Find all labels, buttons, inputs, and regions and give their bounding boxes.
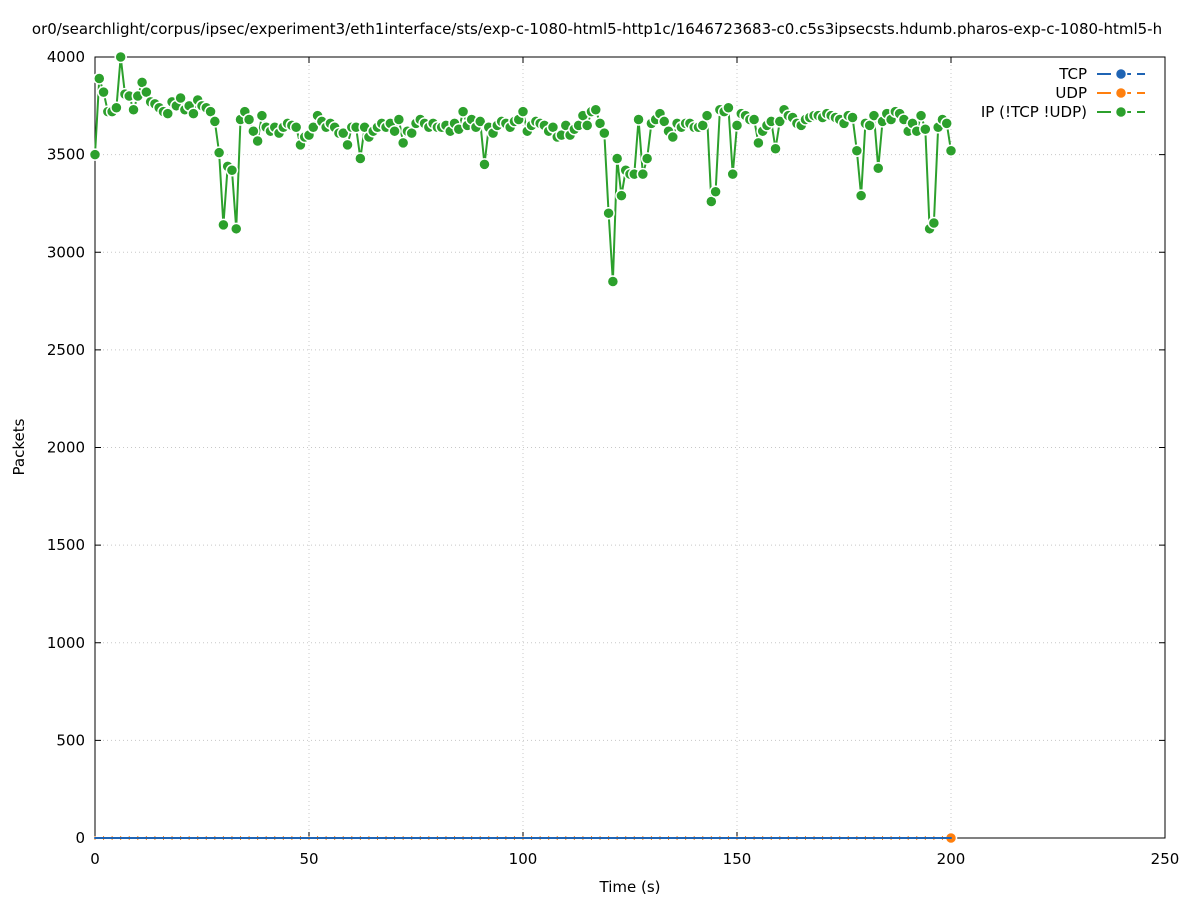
data-point bbox=[752, 136, 765, 150]
data-point bbox=[225, 163, 239, 177]
axis-ticks: 0 50 100 150 200 2500500100015002000250030003… bbox=[47, 48, 1180, 868]
data-point bbox=[478, 158, 491, 171]
data-point bbox=[871, 162, 885, 175]
data-point bbox=[850, 144, 864, 157]
x-tick-label: 0 bbox=[90, 850, 100, 868]
data-point bbox=[97, 85, 110, 99]
x-tick-label: 150 bbox=[723, 850, 752, 868]
x-tick-label: 200 bbox=[937, 850, 966, 868]
chart-title: or0/searchlight/corpus/ipsec/experiment3… bbox=[32, 20, 1162, 38]
data-point bbox=[615, 189, 628, 202]
data-point bbox=[914, 109, 928, 122]
data-point bbox=[927, 216, 941, 230]
y-tick-label: 3500 bbox=[47, 146, 85, 164]
data-point bbox=[392, 113, 406, 126]
y-tick-label: 0 bbox=[75, 829, 85, 847]
y-tick-label: 3000 bbox=[47, 243, 85, 261]
y-tick-label: 4000 bbox=[47, 48, 85, 66]
x-tick-label: 50 bbox=[299, 850, 318, 868]
data-point bbox=[114, 50, 127, 64]
data-point bbox=[944, 144, 958, 157]
data-point bbox=[212, 146, 226, 159]
data-point bbox=[208, 115, 222, 128]
series-ip-tcp-udp bbox=[88, 50, 958, 288]
data-point bbox=[769, 142, 782, 156]
data-point bbox=[700, 109, 714, 122]
data-point bbox=[341, 138, 354, 152]
data-point bbox=[242, 113, 256, 126]
data-point bbox=[307, 121, 320, 134]
y-tick-label: 2000 bbox=[47, 439, 85, 457]
legend-entry: TCP bbox=[1058, 65, 1145, 83]
data-point bbox=[846, 111, 859, 124]
data-point bbox=[255, 109, 269, 122]
data-point bbox=[516, 105, 530, 118]
legend-marker bbox=[1114, 67, 1128, 81]
x-tick-label: 100 bbox=[509, 850, 538, 868]
data-point bbox=[473, 115, 487, 128]
data-point bbox=[854, 189, 868, 202]
data-point bbox=[636, 167, 650, 181]
data-point bbox=[722, 101, 735, 115]
data-point bbox=[396, 136, 410, 150]
y-tick-label: 2500 bbox=[47, 341, 85, 359]
data-point bbox=[640, 152, 654, 165]
legend-entry: IP (!TCP !UDP) bbox=[981, 103, 1145, 121]
data-point bbox=[289, 121, 303, 134]
legend-label: TCP bbox=[1058, 65, 1087, 83]
data-point bbox=[580, 119, 594, 132]
data-point bbox=[602, 206, 615, 220]
data-point bbox=[174, 91, 187, 105]
y-tick-label: 1000 bbox=[47, 634, 85, 652]
data-point bbox=[730, 119, 744, 132]
data-point bbox=[726, 167, 739, 181]
data-point bbox=[354, 152, 367, 165]
y-axis-title: Packets bbox=[10, 418, 28, 475]
data-point bbox=[773, 115, 787, 128]
data-point bbox=[867, 109, 881, 122]
data-point bbox=[666, 130, 680, 144]
y-tick-label: 1500 bbox=[47, 536, 85, 554]
data-point bbox=[251, 134, 264, 148]
data-point bbox=[187, 107, 200, 120]
data-point bbox=[388, 124, 401, 138]
data-point bbox=[88, 148, 102, 161]
data-point bbox=[589, 103, 603, 116]
legend-marker bbox=[1114, 86, 1128, 100]
series-tcp bbox=[94, 837, 952, 839]
data-point bbox=[709, 185, 722, 198]
data-point bbox=[217, 218, 230, 232]
data-point bbox=[950, 837, 952, 839]
data-point bbox=[110, 101, 123, 115]
y-tick-label: 500 bbox=[56, 731, 85, 749]
data-point bbox=[127, 103, 140, 116]
data-point bbox=[94, 837, 96, 839]
data-point bbox=[598, 126, 611, 140]
legend-label: UDP bbox=[1055, 84, 1087, 102]
data-point bbox=[229, 222, 243, 236]
data-point bbox=[632, 113, 645, 126]
data-point bbox=[161, 107, 175, 120]
x-axis-title: Time (s) bbox=[599, 878, 661, 896]
data-point bbox=[336, 126, 350, 140]
data-point bbox=[747, 113, 761, 126]
data-point bbox=[610, 152, 624, 165]
legend-entry: UDP bbox=[1055, 84, 1145, 102]
x-tick-label: 250 bbox=[1151, 850, 1180, 868]
series-layer bbox=[88, 50, 958, 845]
data-point bbox=[456, 105, 470, 118]
data-point bbox=[940, 117, 953, 130]
data-point bbox=[93, 72, 106, 85]
legend-label: IP (!TCP !UDP) bbox=[981, 103, 1087, 121]
data-point bbox=[919, 122, 932, 136]
data-point bbox=[606, 275, 620, 288]
legend-marker bbox=[1114, 105, 1128, 119]
